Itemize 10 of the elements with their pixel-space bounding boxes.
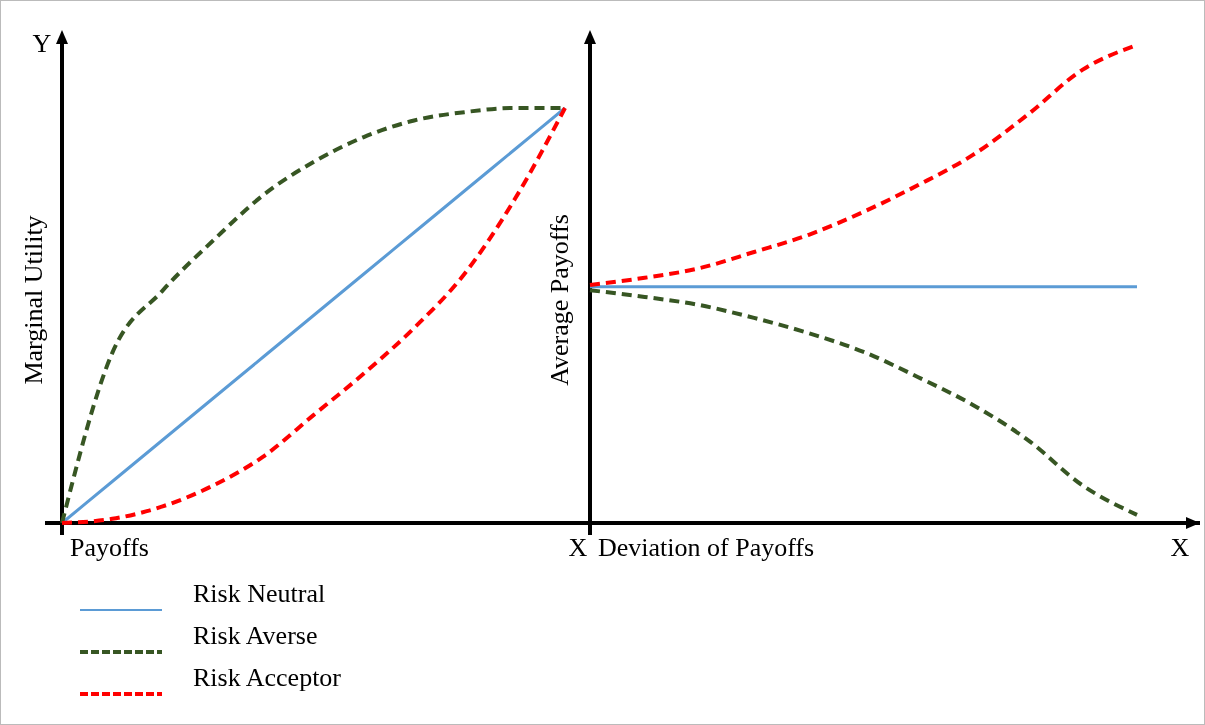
y-axis-title: Marginal Utility bbox=[19, 215, 48, 385]
text: X bbox=[1170, 533, 1190, 562]
text: Y bbox=[32, 29, 52, 58]
text: X bbox=[568, 533, 588, 562]
y-axis-title: Average Payoffs bbox=[545, 214, 574, 386]
legend-label: Risk Averse bbox=[193, 621, 318, 650]
legend-label: Risk Neutral bbox=[193, 579, 326, 608]
x-axis-title: Deviation of Payoffs bbox=[598, 533, 815, 562]
x-axis-title: Payoffs bbox=[70, 533, 149, 562]
legend-label: Risk Acceptor bbox=[193, 663, 342, 692]
